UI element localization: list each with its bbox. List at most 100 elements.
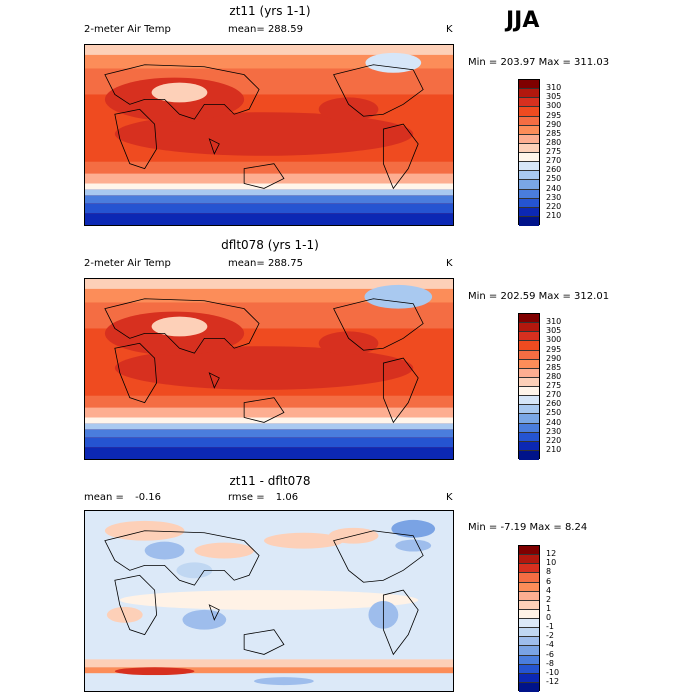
colorbar-swatch xyxy=(519,116,539,126)
panel2-unit: K xyxy=(446,258,453,269)
panel1-mean: mean= 288.59 xyxy=(228,24,303,35)
colorbar-swatch xyxy=(519,405,539,415)
colorbar-tick: 4 xyxy=(546,585,552,595)
colorbar-swatch xyxy=(519,377,539,387)
panel2-colorbar-ticks: 310 305 300 295 290 285 280 275 270 260 … xyxy=(546,313,586,459)
colorbar-tick: 300 xyxy=(546,101,562,111)
colorbar-swatch xyxy=(519,546,539,556)
colorbar-swatch xyxy=(519,441,539,451)
colorbar-swatch xyxy=(519,207,539,217)
colorbar-tick: -6 xyxy=(546,649,554,659)
panel1-title: zt11 (yrs 1-1) xyxy=(229,4,311,18)
colorbar-tick: -2 xyxy=(546,631,554,641)
colorbar-swatch xyxy=(519,619,539,629)
colorbar-tick: 285 xyxy=(546,362,562,372)
panel1-map xyxy=(84,44,454,226)
panel1-colorbar xyxy=(518,79,540,226)
panel1-minmax: Min = 203.97 Max = 311.03 xyxy=(468,57,610,68)
colorbar-tick: -10 xyxy=(546,667,560,677)
colorbar-tick: 230 xyxy=(546,192,562,202)
panel3-rmse-label: rmse = xyxy=(228,492,265,503)
colorbar-tick: -8 xyxy=(546,658,554,668)
panel1-colorbar-ticks: 310 305 300 295 290 285 280 275 270 260 … xyxy=(546,79,586,225)
colorbar-swatch xyxy=(519,396,539,406)
colorbar-swatch xyxy=(519,198,539,208)
season-label: JJA xyxy=(506,8,540,33)
panel1-variable: 2-meter Air Temp xyxy=(84,24,171,35)
colorbar-swatch xyxy=(519,143,539,153)
colorbar-swatch xyxy=(519,350,539,360)
colorbar-swatch xyxy=(519,582,539,592)
colorbar-tick: 275 xyxy=(546,147,562,156)
panel1-unit: K xyxy=(446,24,453,35)
colorbar-swatch xyxy=(519,637,539,647)
colorbar-tick: 210 xyxy=(546,444,562,454)
colorbar-swatch xyxy=(519,189,539,199)
colorbar-tick: -1 xyxy=(546,622,554,632)
colorbar-tick: 260 xyxy=(546,399,562,409)
colorbar-swatch xyxy=(519,664,539,674)
colorbar-swatch xyxy=(519,125,539,135)
panel2-variable: 2-meter Air Temp xyxy=(84,258,171,269)
colorbar-tick: 270 xyxy=(546,156,562,166)
colorbar-tick: 1 xyxy=(546,603,552,613)
colorbar-tick: 270 xyxy=(546,390,562,400)
panel1-mean-value: 288.59 xyxy=(267,24,303,35)
colorbar-swatch xyxy=(519,591,539,601)
panel2-title: dflt078 (yrs 1-1) xyxy=(221,238,319,252)
colorbar-swatch xyxy=(519,98,539,108)
panel3-mean-value: -0.16 xyxy=(135,492,161,503)
colorbar-swatch xyxy=(519,564,539,574)
panel3-unit: K xyxy=(446,492,453,503)
colorbar-tick: 310 xyxy=(546,317,562,327)
colorbar-swatch xyxy=(519,341,539,351)
colorbar-swatch xyxy=(519,414,539,424)
colorbar-tick: 310 xyxy=(546,83,562,93)
colorbar-swatch xyxy=(519,171,539,181)
colorbar-tick: 12 xyxy=(546,549,557,559)
colorbar-tick: 295 xyxy=(546,110,562,120)
colorbar-tick: 290 xyxy=(546,119,562,129)
colorbar-tick: 2 xyxy=(546,594,552,604)
colorbar-swatch xyxy=(519,450,539,460)
panel2-mean-value: 288.75 xyxy=(267,258,303,269)
panel3-mean-label: mean = xyxy=(84,492,124,503)
colorbar-tick: 305 xyxy=(546,326,562,336)
colorbar-tick: 220 xyxy=(546,435,562,445)
colorbar-swatch xyxy=(519,646,539,656)
colorbar-swatch xyxy=(519,314,539,324)
colorbar-swatch xyxy=(519,609,539,619)
panel3-map xyxy=(84,510,454,692)
colorbar-swatch xyxy=(519,600,539,610)
colorbar-swatch xyxy=(519,134,539,144)
panel3-minmax: Min = -7.19 Max = 8.24 xyxy=(468,522,588,533)
colorbar-tick: 230 xyxy=(546,426,562,436)
panel3-colorbar-ticks: 12 10 8 6 4 2 1 0 -1 -2 -4 -6 -8 -10 -12 xyxy=(546,545,586,691)
panel2-mean: mean= 288.75 xyxy=(228,258,303,269)
panel3-mean: mean = -0.16 xyxy=(84,492,161,503)
colorbar-tick: 305 xyxy=(546,92,562,102)
colorbar-tick: 210 xyxy=(546,210,562,220)
colorbar-tick: 240 xyxy=(546,183,562,193)
colorbar-swatch xyxy=(519,180,539,190)
colorbar-swatch xyxy=(519,655,539,665)
colorbar-tick: -12 xyxy=(546,676,560,686)
colorbar-swatch xyxy=(519,423,539,433)
colorbar-swatch xyxy=(519,387,539,397)
colorbar-swatch xyxy=(519,89,539,99)
colorbar-tick: 250 xyxy=(546,174,562,184)
panel3-colorbar xyxy=(518,545,540,692)
panel1-mean-label: mean= xyxy=(228,24,265,35)
colorbar-swatch xyxy=(519,573,539,583)
panel3-rmse-value: 1.06 xyxy=(275,492,299,503)
colorbar-swatch xyxy=(519,673,539,683)
colorbar-swatch xyxy=(519,432,539,442)
colorbar-tick: 220 xyxy=(546,201,562,211)
colorbar-swatch xyxy=(519,107,539,117)
colorbar-tick: 280 xyxy=(546,137,562,147)
panel2-mean-label: mean= xyxy=(228,258,265,269)
panel2-colorbar xyxy=(518,313,540,460)
colorbar-swatch xyxy=(519,682,539,692)
colorbar-swatch xyxy=(519,323,539,333)
colorbar-swatch xyxy=(519,216,539,226)
